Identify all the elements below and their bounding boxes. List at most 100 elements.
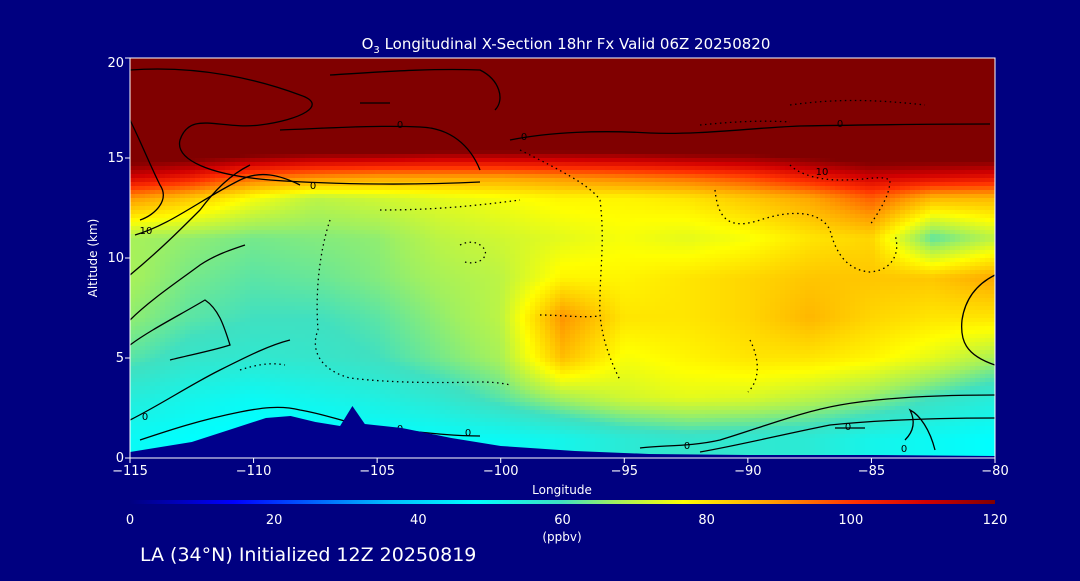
ozone-cell (750, 110, 756, 115)
ozone-cell (455, 158, 461, 163)
ozone-cell (200, 158, 206, 163)
ozone-cell (710, 114, 716, 119)
ozone-cell (160, 118, 166, 123)
ozone-cell (860, 102, 866, 107)
ozone-cell (920, 134, 926, 139)
ozone-cell (135, 166, 141, 171)
ozone-cell (565, 150, 571, 155)
ozone-cell (750, 146, 756, 151)
ozone-cell (185, 70, 191, 75)
ozone-cell (665, 98, 671, 103)
ozone-cell (260, 118, 266, 123)
ozone-cell (165, 150, 171, 155)
ozone-cell (375, 118, 381, 123)
ozone-cell (880, 66, 886, 71)
ozone-cell (410, 134, 416, 139)
ozone-cell (550, 66, 556, 71)
ozone-cell (595, 62, 601, 67)
ozone-cell (545, 154, 551, 159)
ozone-cell (625, 78, 631, 83)
ozone-cell (905, 90, 911, 95)
ozone-cell (900, 150, 906, 155)
ozone-cell (560, 94, 566, 99)
ozone-cell (515, 98, 521, 103)
ozone-cell (730, 70, 736, 75)
ozone-cell (355, 70, 361, 75)
ozone-cell (610, 106, 616, 111)
ozone-cell (195, 134, 201, 139)
ozone-cell (760, 66, 766, 71)
ozone-cell (325, 146, 331, 151)
ozone-cell (530, 94, 536, 99)
ozone-cell (570, 158, 576, 163)
ozone-cell (935, 62, 941, 67)
ozone-cell (340, 158, 346, 163)
ozone-cell (235, 122, 241, 127)
ozone-cell (525, 66, 531, 71)
ozone-cell (985, 162, 991, 167)
ozone-cell (795, 94, 801, 99)
ozone-cell (405, 162, 411, 167)
ozone-cell (575, 86, 581, 91)
ozone-cell (300, 170, 306, 175)
ozone-cell (415, 114, 421, 119)
ozone-cell (760, 86, 766, 91)
ozone-cell (965, 106, 971, 111)
ozone-cell (235, 138, 241, 143)
ozone-cell (255, 134, 261, 139)
ozone-cell (505, 158, 511, 163)
ozone-cell (770, 70, 776, 75)
ozone-cell (470, 78, 476, 83)
ozone-cell (680, 94, 686, 99)
ozone-cell (145, 90, 151, 95)
ozone-cell (335, 78, 341, 83)
ozone-cell (835, 138, 841, 143)
ozone-cell (425, 114, 431, 119)
ozone-cell (325, 170, 331, 175)
ozone-cell (535, 102, 541, 107)
ozone-cell (565, 78, 571, 83)
ozone-cell (715, 66, 721, 71)
ozone-cell (985, 70, 991, 75)
ozone-cell (915, 142, 921, 147)
ozone-cell (645, 162, 651, 167)
ozone-cell (550, 126, 556, 131)
ozone-cell (665, 166, 671, 171)
ozone-cell (815, 142, 821, 147)
ozone-cell (470, 134, 476, 139)
ozone-cell (365, 66, 371, 71)
ozone-cell (565, 142, 571, 147)
ozone-cell (390, 126, 396, 131)
ozone-cell (830, 102, 836, 107)
ozone-cell (475, 66, 481, 71)
ozone-cell (275, 66, 281, 71)
ozone-cell (470, 138, 476, 143)
ozone-cell (685, 126, 691, 131)
ozone-cell (435, 158, 441, 163)
ozone-cell (955, 134, 961, 139)
ozone-cell (540, 90, 546, 95)
ozone-cell (455, 94, 461, 99)
ozone-cell (930, 138, 936, 143)
ozone-cell (280, 78, 286, 83)
ozone-cell (755, 102, 761, 107)
ozone-cell (350, 118, 356, 123)
ozone-cell (320, 170, 326, 175)
ozone-cell (925, 154, 931, 159)
ozone-cell (760, 114, 766, 119)
ozone-cell (220, 142, 226, 147)
ozone-cell (285, 74, 291, 79)
ozone-cell (595, 74, 601, 79)
ozone-cell (790, 78, 796, 83)
ozone-cell (990, 118, 995, 123)
ozone-cell (505, 126, 511, 131)
ozone-cell (490, 90, 496, 95)
ozone-cell (895, 114, 901, 119)
ozone-cell (360, 154, 366, 159)
ozone-cell (190, 154, 196, 159)
ozone-cell (285, 106, 291, 111)
ozone-cell (330, 66, 336, 71)
ozone-cell (510, 94, 516, 99)
ozone-cell (320, 130, 326, 135)
ozone-cell (975, 162, 981, 167)
